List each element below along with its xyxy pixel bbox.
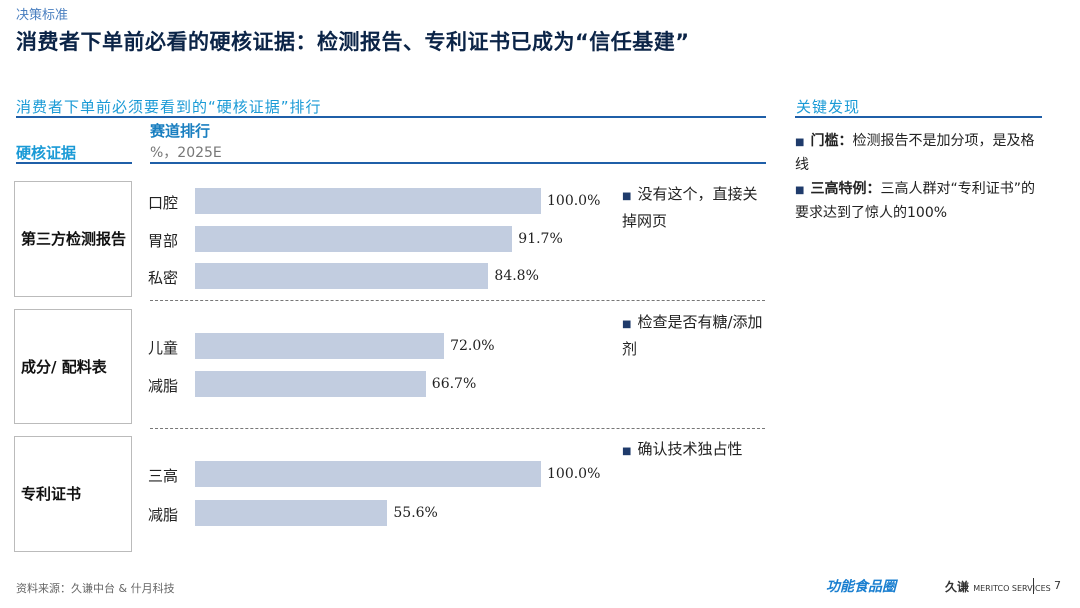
source-note: 资料来源：久谦中台 & 什月科技 — [16, 582, 175, 595]
group-label: 专利证书 — [14, 436, 132, 552]
bullet-icon: ■ — [622, 191, 632, 202]
chart-title: 消费者下单前必须要看到的“硬核证据”排行 — [16, 98, 322, 116]
logo-meritco: 久谦 MERITCO SERVICES — [945, 580, 1051, 594]
findings-title: 关键发现 — [796, 98, 861, 116]
group-separator — [150, 300, 765, 301]
group-note: ■ 检查是否有糖/添加剂 — [622, 310, 772, 361]
bullet-icon: ■ — [795, 185, 805, 196]
group-note: ■ 确认技术独占性 — [622, 437, 772, 464]
bar — [195, 226, 513, 252]
bullet-icon: ■ — [622, 446, 632, 457]
note-text: 检查是否有糖/添加剂 — [622, 313, 763, 358]
category-label: 减脂 — [148, 506, 179, 524]
divider — [16, 116, 766, 118]
divider — [1033, 578, 1034, 594]
finding-text: 三高人群对“专利证书”的要求达到了惊人的100% — [795, 181, 1035, 221]
bar — [195, 333, 445, 359]
bar — [195, 461, 541, 487]
col-header: 赛道排行 — [150, 122, 211, 140]
finding-item: ■ 门槛：检测报告不是加分项，是及格线 — [795, 130, 1040, 176]
data-label: 91.7% — [518, 231, 563, 247]
category-label: 口腔 — [148, 194, 179, 212]
data-label: 72.0% — [450, 338, 495, 354]
divider — [16, 162, 132, 164]
finding-label: 三高特例： — [810, 181, 881, 197]
bar — [195, 371, 426, 397]
data-label: 55.6% — [393, 505, 438, 521]
data-label: 66.7% — [431, 376, 477, 392]
finding-text: 检测报告不是加分项，是及格线 — [795, 133, 1035, 173]
data-label: 84.8% — [494, 268, 539, 284]
group-note: ■ 没有这个，直接关掉网页 — [622, 182, 772, 233]
group-label: 第三方检测报告 — [14, 181, 132, 297]
row-header: 硬核证据 — [16, 144, 77, 162]
group-label: 成分/ 配料表 — [14, 309, 132, 424]
divider — [795, 116, 1042, 118]
data-label: 100.0% — [547, 193, 601, 209]
bar — [195, 500, 388, 526]
data-label: 100.0% — [547, 466, 601, 482]
divider — [150, 162, 766, 164]
finding-item: ■ 三高特例：三高人群对“专利证书”的要求达到了惊人的100% — [795, 178, 1040, 224]
logo-gongneng: 功能食品圈 — [826, 579, 896, 595]
page-number: 7 — [1054, 579, 1061, 592]
category-label: 儿童 — [148, 339, 179, 357]
group-separator — [150, 428, 765, 429]
finding-label: 门槛： — [810, 133, 853, 149]
unit-label: %，2025E — [150, 145, 222, 161]
category-label: 私密 — [148, 269, 179, 287]
bullet-icon: ■ — [795, 137, 805, 148]
category-label: 三高 — [148, 467, 179, 485]
note-text: 没有这个，直接关掉网页 — [622, 185, 758, 230]
category-label: 减脂 — [148, 377, 179, 395]
note-text: 确认技术独占性 — [637, 440, 743, 458]
bar — [195, 188, 541, 214]
page-title: 消费者下单前必看的硬核证据：检测报告、专利证书已成为“信任基建” — [16, 30, 690, 54]
bar — [195, 263, 489, 289]
bullet-icon: ■ — [622, 319, 632, 330]
kicker: 决策标准 — [16, 8, 69, 23]
category-label: 胃部 — [148, 232, 179, 250]
